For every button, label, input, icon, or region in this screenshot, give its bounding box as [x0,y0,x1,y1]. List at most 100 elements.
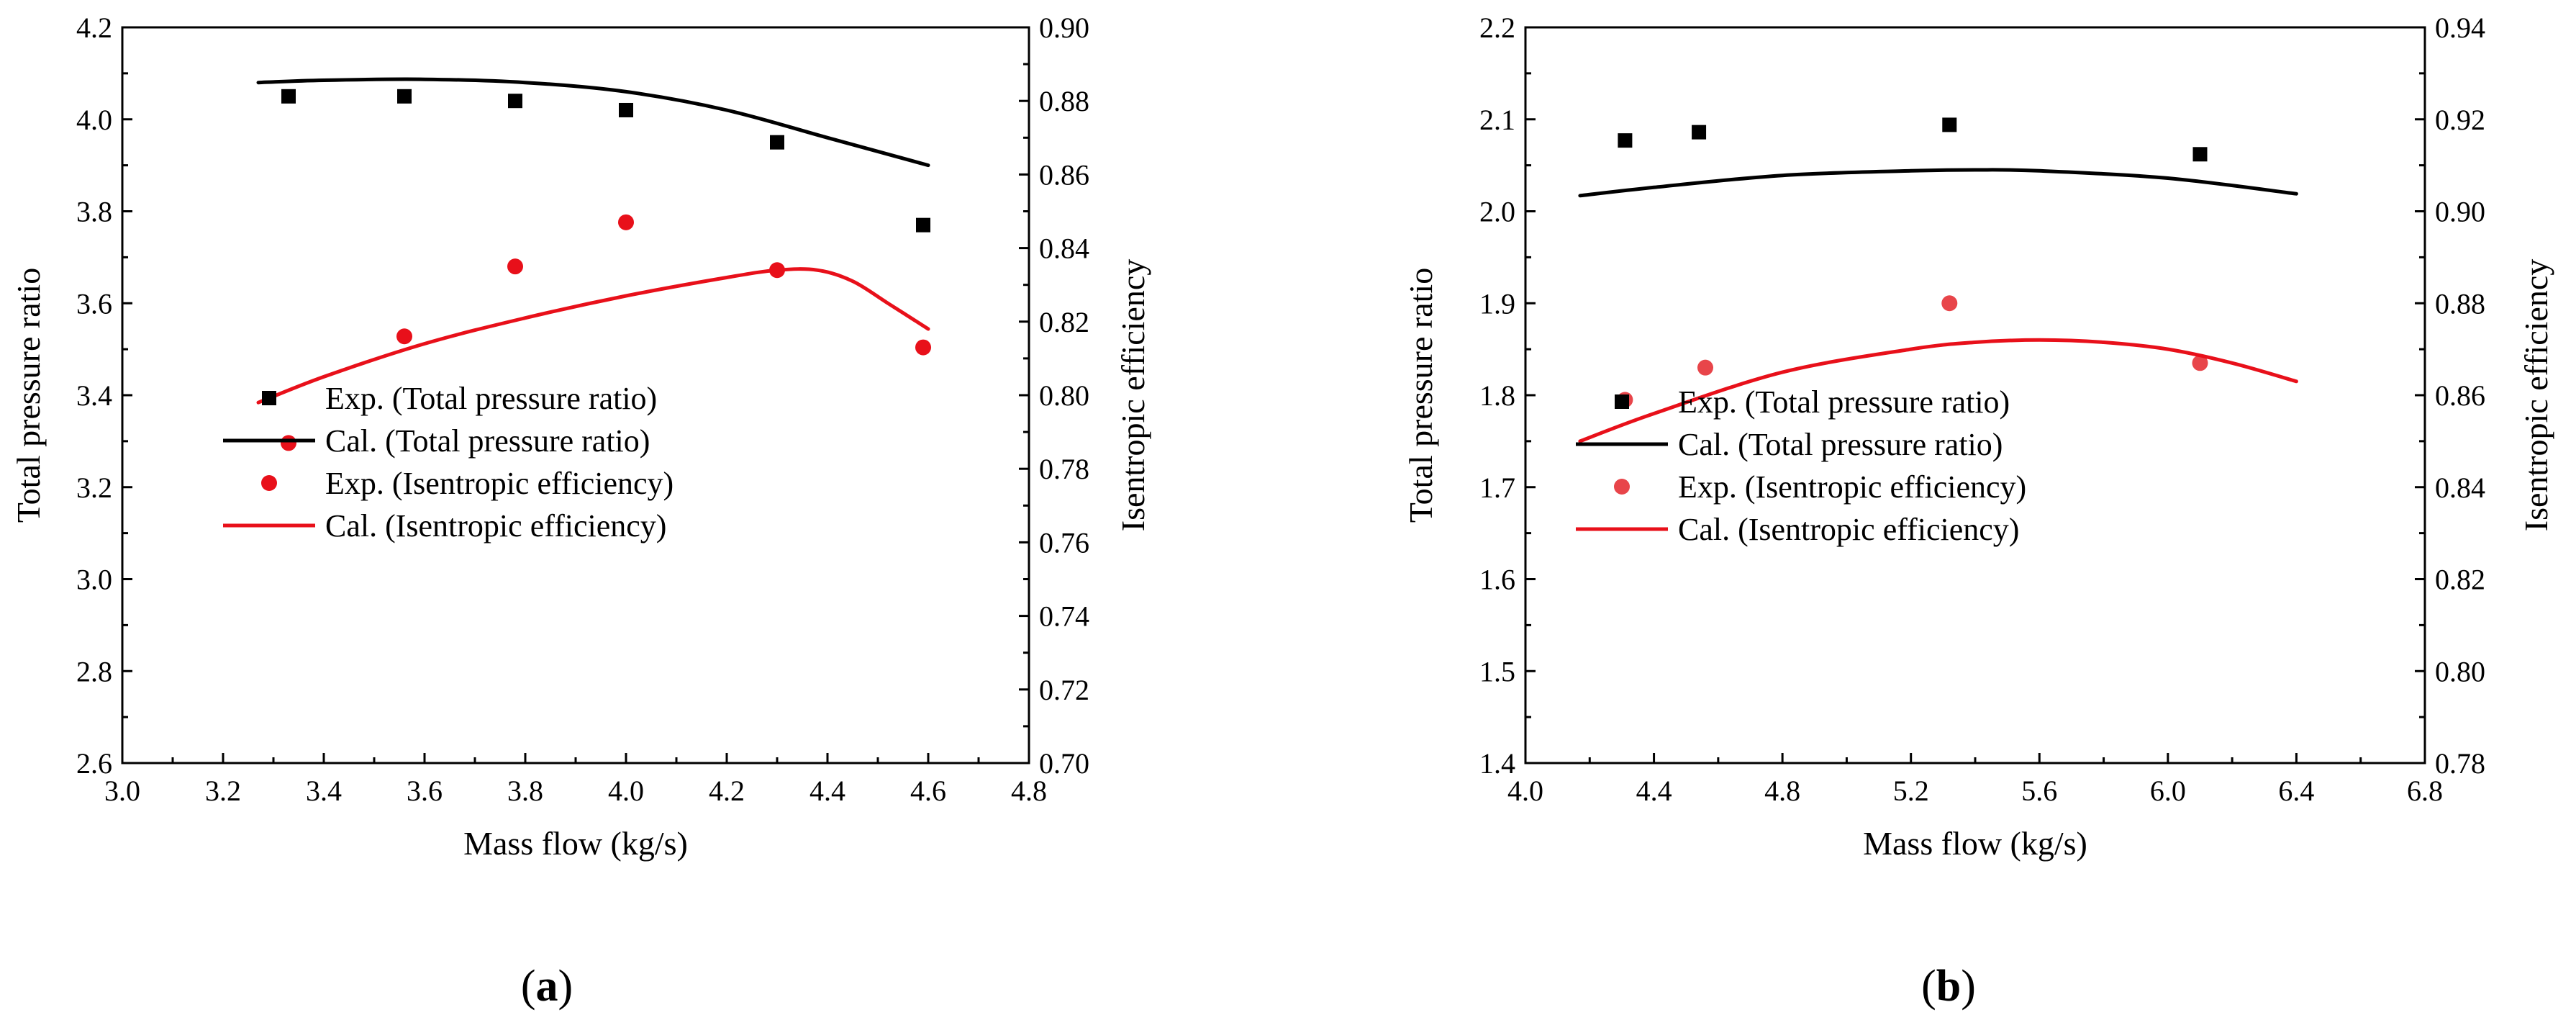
data-point-square [2192,147,2208,162]
y-left-tick-label: 4.2 [76,12,112,44]
y-left-tick-label: 1.4 [1479,747,1515,780]
data-point-circle [1941,295,1958,312]
x-tick-label: 3.0 [104,775,140,807]
x-tick-label: 4.6 [910,775,946,807]
y-right-tick-label: 0.80 [1039,379,1089,412]
y-left-tick-label: 2.8 [76,655,112,687]
legend-marker-square [262,391,276,405]
y-left-tick-label: 2.1 [1479,104,1515,136]
y-right-tick-label: 0.90 [1039,12,1089,44]
legend-label: Exp. (Total pressure ratio) [1678,384,2010,420]
y-right-tick-label: 0.90 [2435,196,2485,228]
data-point-circle [507,258,523,275]
y-left-tick-label: 1.8 [1479,379,1515,412]
y-right-tick-label: 0.86 [1039,158,1089,191]
y-right-tick-label: 0.80 [2435,655,2485,687]
legend-label: Cal. (Isentropic efficiency) [1678,512,2019,547]
x-axis-title: Mass flow (kg/s) [463,825,688,862]
y-right-tick-label: 0.92 [2435,104,2485,136]
data-point-circle [396,328,412,345]
y-left-axis-title: Total pressure ratio [1402,268,1439,523]
y-right-tick-label: 0.78 [2435,747,2485,780]
x-tick-label: 6.0 [2150,775,2186,807]
x-tick-label: 3.4 [306,775,342,807]
data-point-circle [2192,355,2208,371]
data-point-square [281,89,296,104]
y-right-tick-label: 0.74 [1039,600,1089,633]
y-right-tick-label: 0.88 [1039,85,1089,117]
x-tick-label: 5.6 [2021,775,2057,807]
y-left-tick-label: 4.0 [76,104,112,136]
y-left-tick-label: 2.6 [76,747,112,780]
y-right-tick-label: 0.88 [2435,287,2485,320]
y-left-tick-label: 1.5 [1479,655,1515,687]
data-point-circle [281,435,296,451]
x-tick-label: 4.0 [608,775,644,807]
y-right-tick-label: 0.76 [1039,526,1089,559]
legend-marker-circle [1614,479,1630,495]
data-point-square [1942,117,1957,132]
x-axis-title: Mass flow (kg/s) [1863,825,2087,862]
data-point-circle [915,339,931,356]
y-left-tick-label: 3.4 [76,379,112,412]
y-right-tick-label: 0.70 [1039,747,1089,780]
x-tick-label: 5.2 [1893,775,1929,807]
y-right-tick-label: 0.86 [2435,379,2485,412]
x-tick-label: 6.8 [2407,775,2443,807]
legend-label: Cal. (Total pressure ratio) [1678,427,2003,462]
y-right-tick-label: 0.72 [1039,674,1089,706]
x-tick-label: 3.2 [205,775,241,807]
y-right-tick-label: 0.82 [1039,306,1089,338]
data-point-circle [1697,359,1713,376]
data-point-square [770,135,784,150]
series-line-3 [256,267,930,405]
y-right-tick-label: 0.82 [2435,564,2485,596]
y-right-tick-label: 0.94 [2435,12,2485,44]
y-left-tick-label: 1.9 [1479,287,1515,320]
x-tick-label: 6.4 [2278,775,2314,807]
data-point-square [916,217,930,233]
y-left-tick-label: 3.2 [76,472,112,504]
y-right-tick-label: 0.78 [1039,453,1089,485]
y-left-tick-label: 3.6 [76,287,112,320]
data-point-square [1618,133,1633,148]
data-point-square [397,89,412,104]
x-tick-label: 3.8 [507,775,543,807]
series-line-3 [1578,338,2298,443]
x-tick-label: 4.4 [809,775,845,807]
y-left-tick-label: 3.8 [76,196,112,228]
x-tick-label: 3.6 [407,775,443,807]
legend-label: Cal. (Total pressure ratio) [325,423,650,459]
y-right-axis-title: Isentropic efficiency [1115,259,1151,531]
x-tick-label: 4.2 [709,775,745,807]
series-line-1 [256,77,930,168]
legend-label: Cal. (Isentropic efficiency) [325,508,666,543]
data-point-square [619,102,633,117]
y-left-tick-label: 2.2 [1479,12,1515,44]
series-line-1 [1578,168,2298,198]
legend-marker-square [1615,394,1629,409]
x-tick-label: 4.8 [1764,775,1800,807]
y-right-axis-title: Isentropic efficiency [2518,259,2554,531]
panel-label: (a) [521,962,573,1011]
chart-panel-b: 4.0 4.4 4.8 5.2 5.6 6.0 6.4 6.8 1.4 1.5 1.6 1.7 1.8 1… [1402,12,2554,1011]
data-point-circle [618,214,634,230]
legend-label: Exp. (Total pressure ratio) [325,381,657,416]
y-left-tick-label: 1.6 [1479,564,1515,596]
legend-label: Exp. (Isentropic efficiency) [1678,469,2026,505]
y-right-tick-label: 0.84 [1039,233,1089,265]
chart-panel-a: 3.0 3.2 3.4 3.6 3.8 4.0 4.2 4.4 4.6 4.8 2.6 2.8 3.0 3… [10,12,1151,1011]
legend-marker-circle [261,475,277,491]
x-tick-label: 4.8 [1011,775,1047,807]
x-tick-label: 4.4 [1636,775,1672,807]
legend-label: Exp. (Isentropic efficiency) [325,466,674,501]
y-left-tick-label: 2.0 [1479,196,1515,228]
panel-label: (b) [1921,962,1976,1011]
y-right-tick-label: 0.84 [2435,472,2485,504]
y-left-axis-title: Total pressure ratio [10,268,47,523]
x-tick-label: 4.0 [1507,775,1543,807]
data-point-square [1692,125,1707,140]
y-left-tick-label: 3.0 [76,564,112,596]
data-point-square [508,94,522,109]
